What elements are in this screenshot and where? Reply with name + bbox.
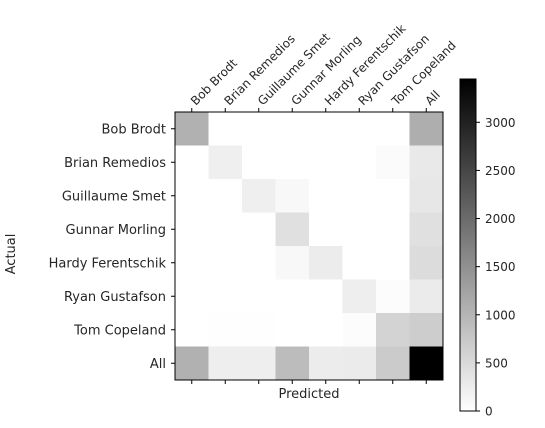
colorbar-tick-label: 1000 (485, 308, 516, 322)
heatmap-cell (175, 212, 209, 247)
heatmap-cell (275, 145, 310, 180)
colorbar-tick-label: 2000 (485, 212, 516, 226)
heatmap-cell (342, 346, 377, 381)
heatmap-cell (208, 145, 243, 180)
heatmap-cell (175, 246, 209, 280)
heatmap-cell (376, 346, 410, 381)
heatmap-cell (242, 145, 276, 180)
heatmap-cells (175, 112, 444, 381)
heatmap-cell (409, 346, 444, 381)
heatmap-cell (275, 179, 310, 213)
plot-frame (174, 111, 444, 381)
heatmap-cell (309, 313, 343, 347)
y-tick-label: All (150, 357, 166, 372)
y-tick-label: Hardy Ferentschik (49, 256, 167, 271)
heatmap-cell (175, 145, 209, 180)
heatmap-cell (309, 145, 343, 180)
heatmap-cell (275, 346, 310, 381)
heatmap-cell (376, 313, 410, 347)
heatmap-cell (309, 112, 343, 146)
heatmap-cell (409, 313, 444, 347)
heatmap-cell (208, 346, 243, 381)
heatmap-cell (409, 279, 444, 314)
heatmap-cell (208, 179, 243, 213)
heatmap-cell (342, 112, 377, 146)
heatmap-cell (409, 145, 444, 180)
heatmap-cell (208, 246, 243, 280)
heatmap-cell (309, 346, 343, 381)
heatmap-cell (275, 313, 310, 347)
heatmap-cell (275, 279, 310, 314)
heatmap-cell (309, 246, 343, 280)
y-axis-label: Actual (4, 234, 19, 275)
heatmap-cell (376, 279, 410, 314)
heatmap-cell (342, 313, 377, 347)
heatmap-cell (376, 112, 410, 146)
y-tick-label: Bob Brodt (101, 122, 166, 137)
heatmap-cell (275, 112, 310, 146)
heatmap-cell (376, 145, 410, 180)
heatmap-cell (409, 246, 444, 280)
heatmap-cell (275, 212, 310, 247)
heatmap-cell (409, 212, 444, 247)
colorbar-tick-label: 0 (485, 405, 493, 419)
heatmap-cell (208, 313, 243, 347)
heatmap-cell (342, 145, 377, 180)
colorbar-tick-label: 500 (485, 356, 508, 370)
colorbar-tick-label: 3000 (485, 116, 516, 130)
heatmap-cell (242, 346, 276, 381)
heatmap-cell (409, 179, 444, 213)
heatmap-cell (376, 179, 410, 213)
x-axis-label: Predicted (278, 387, 339, 402)
x-tick-label: All (422, 88, 442, 108)
y-tick-label: Ryan Gustafson (64, 290, 166, 305)
heatmap-cell (175, 112, 209, 146)
y-tick-label: Tom Copeland (73, 323, 166, 338)
heatmap-cell (309, 212, 343, 247)
heatmap-cell (376, 212, 410, 247)
heatmap-cell (242, 112, 276, 146)
heatmap-cell (208, 279, 243, 314)
heatmap-cell (242, 179, 276, 213)
heatmap-cell (342, 179, 377, 213)
heatmap-cell (208, 212, 243, 247)
heatmap-cell (342, 212, 377, 247)
colorbar-tick-label: 1500 (485, 260, 516, 274)
heatmap-cell (242, 212, 276, 247)
heatmap-cell (242, 246, 276, 280)
heatmap-cell (409, 112, 444, 146)
y-tick-label: Brian Remedios (64, 156, 166, 171)
y-tick-label: Guillaume Smet (62, 189, 166, 204)
heatmap-cell (175, 179, 209, 213)
heatmap-cell (175, 279, 209, 314)
heatmap-cell (376, 246, 410, 280)
colorbar (459, 78, 477, 412)
heatmap-cell (275, 246, 310, 280)
heatmap-cell (342, 246, 377, 280)
y-tick-label: Gunnar Morling (66, 223, 166, 238)
heatmap-cell (342, 279, 377, 314)
heatmap-cell (309, 279, 343, 314)
y-axis-ticks: Bob Brodt Brian Remedios Guillaume Smet Gun… (49, 122, 175, 372)
heatmap-cell (208, 112, 243, 146)
heatmap-cell (242, 279, 276, 314)
colorbar-tick-label: 2500 (485, 164, 516, 178)
heatmap-cell (175, 346, 209, 381)
heatmap-cell (309, 179, 343, 213)
heatmap-cell (175, 313, 209, 347)
colorbar-ticks: 0 500 1000 1500 2000 2500 3000 (476, 116, 516, 419)
heatmap-cell (242, 313, 276, 347)
